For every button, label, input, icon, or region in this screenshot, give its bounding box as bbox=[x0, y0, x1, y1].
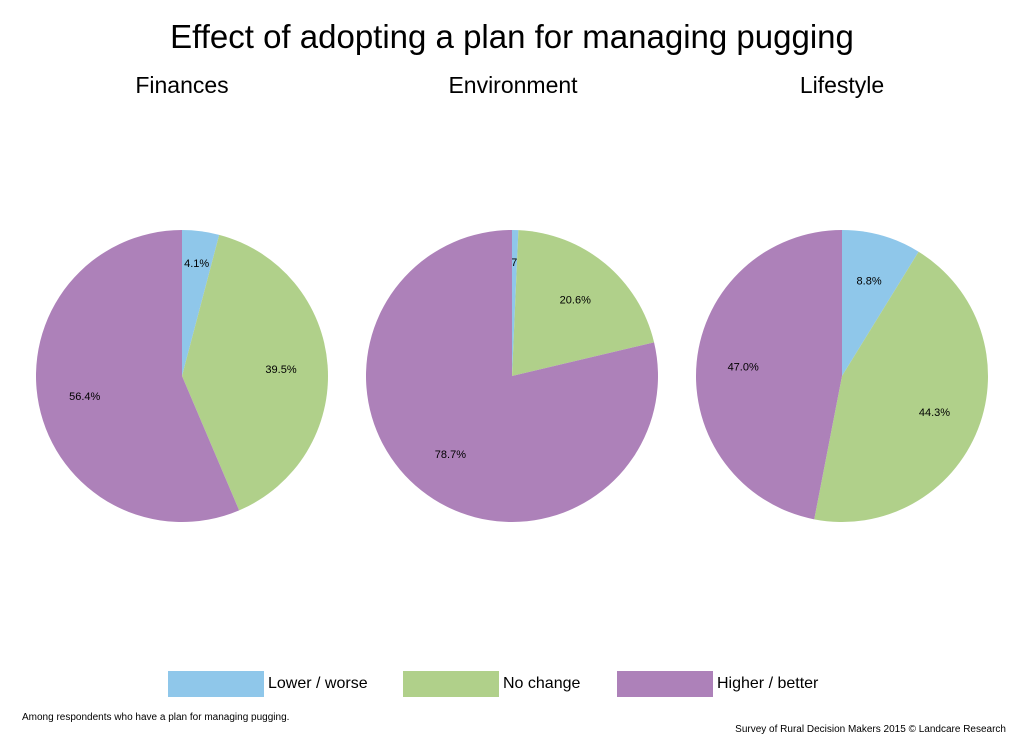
legend-swatch-no-change bbox=[403, 671, 499, 697]
footnote: Among respondents who have a plan for ma… bbox=[22, 712, 290, 723]
pie-label-environment-no-change: 20.6% bbox=[560, 295, 591, 307]
legend: Lower / worse No change Higher / better bbox=[0, 670, 1024, 698]
pie-slice-finances-higher bbox=[35, 230, 240, 522]
legend-label-higher: Higher / better bbox=[717, 675, 819, 692]
pie-slice-lifestyle-no-change bbox=[814, 251, 988, 523]
source-credit: Survey of Rural Decision Makers 2015 © L… bbox=[735, 724, 1006, 735]
legend-swatch-higher bbox=[617, 671, 713, 697]
pie-slice-environment-lower bbox=[512, 230, 519, 376]
chart-title: Effect of adopting a plan for managing p… bbox=[170, 18, 854, 55]
legend-swatch-lower bbox=[168, 671, 264, 697]
pie-label-lifestyle-no-change: 44.3% bbox=[919, 407, 950, 419]
legend-label-no-change: No change bbox=[503, 675, 581, 692]
pie-slice-lifestyle-lower bbox=[842, 230, 919, 376]
pie-label-finances-lower: 4.1% bbox=[184, 258, 209, 270]
pie-finances: 4.1% 39.5% 56.4% bbox=[35, 230, 328, 522]
pie-slice-environment-no-change bbox=[512, 230, 655, 376]
legend-label-lower: Lower / worse bbox=[268, 675, 368, 692]
pie-title-lifestyle: Lifestyle bbox=[799, 72, 885, 98]
pie-lifestyle: 8.8% 44.3% 47.0% bbox=[696, 230, 988, 523]
pie-slice-lifestyle-higher bbox=[696, 230, 842, 520]
pie-label-finances-higher: 56.4% bbox=[69, 391, 100, 403]
pie-label-lifestyle-lower: 8.8% bbox=[857, 275, 882, 287]
pie-environment: 0.7%20.6%78.7% bbox=[366, 230, 658, 522]
pie-label-environment-higher: 78.7% bbox=[435, 449, 466, 461]
pie-title-environment: Environment bbox=[448, 72, 578, 98]
pie-slice-finances-no-change bbox=[182, 234, 328, 511]
legend-item-lower: Lower / worse bbox=[168, 670, 368, 698]
legend-item-higher: Higher / better bbox=[617, 670, 818, 698]
legend-item-no-change: No change bbox=[403, 670, 580, 698]
pie-slice-finances-lower bbox=[182, 230, 220, 376]
pie-slice-environment-higher bbox=[366, 230, 658, 522]
pie-title-finances: Finances bbox=[135, 72, 229, 98]
pie-label-lifestyle-higher: 47.0% bbox=[728, 362, 759, 374]
pie-label-finances-no-change: 39.5% bbox=[265, 364, 296, 376]
